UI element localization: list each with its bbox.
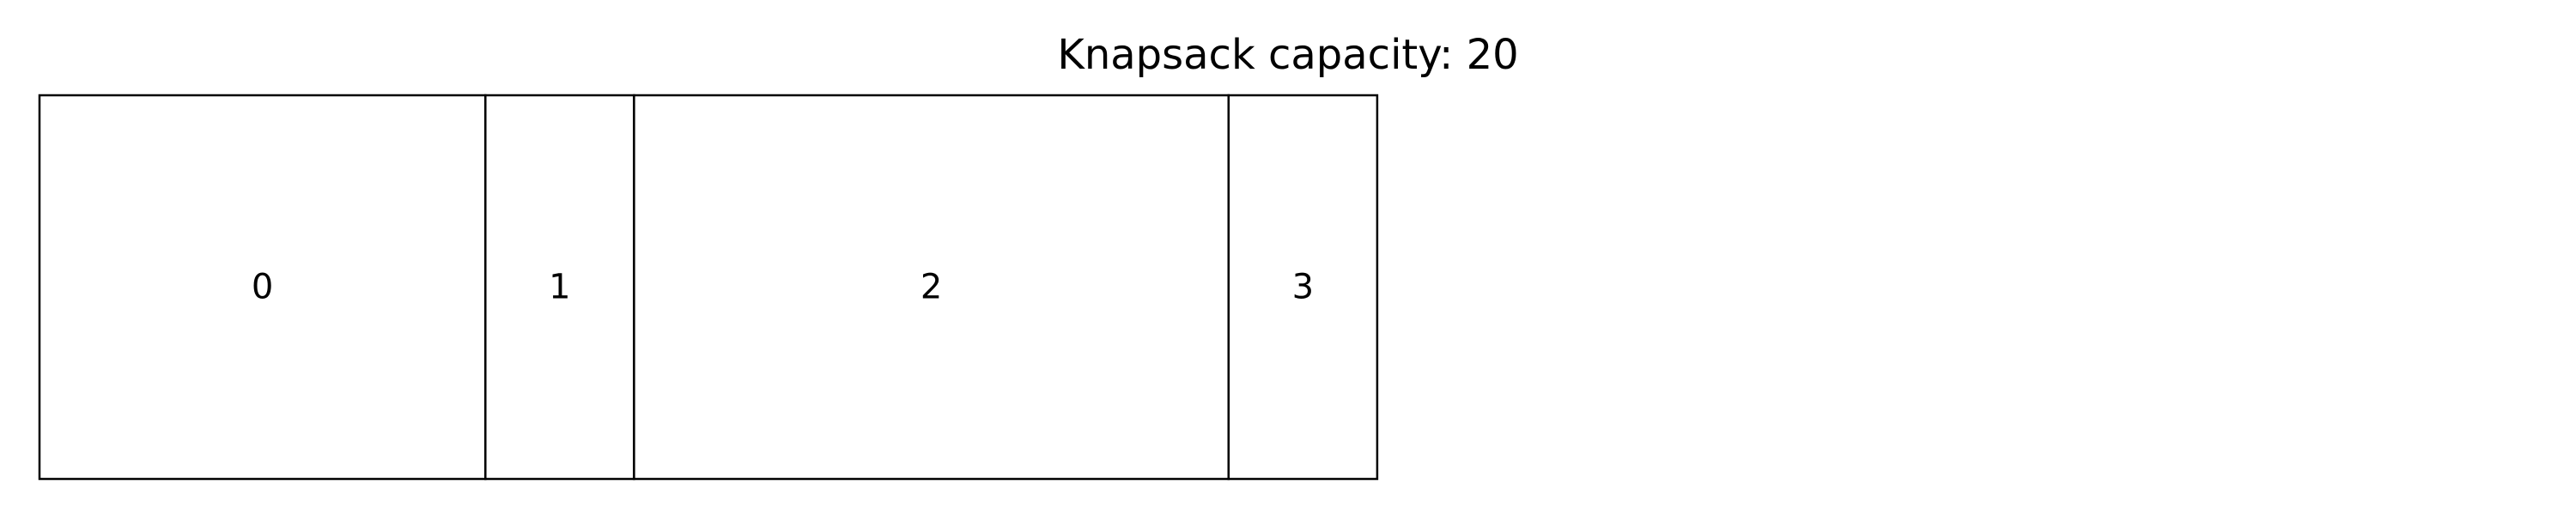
- diagram-title: Knapsack capacity: 20: [1057, 31, 1519, 79]
- item-label-2: 2: [920, 268, 942, 307]
- item-label-1: 1: [549, 268, 570, 307]
- item-label-0: 0: [252, 268, 273, 307]
- item-block-2: [633, 94, 1230, 481]
- item-block-3: [1227, 94, 1379, 481]
- item-block-0: [38, 94, 487, 481]
- item-label-3: 3: [1292, 268, 1314, 307]
- knapsack-items: 0 1 2 3: [38, 94, 1379, 481]
- item-block-1: [484, 94, 635, 481]
